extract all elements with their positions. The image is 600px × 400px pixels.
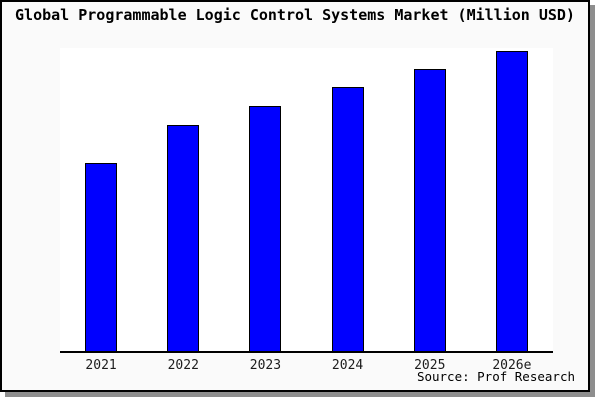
chart-title: Global Programmable Logic Control System… — [15, 6, 575, 24]
x-tick-label-2026e: 2026e — [492, 358, 532, 373]
x-tick-label-2025: 2025 — [414, 358, 446, 373]
x-tick-label-2023: 2023 — [249, 358, 282, 373]
x-tick-label-2022: 2022 — [167, 358, 199, 373]
bar-2025 — [413, 69, 446, 351]
bar-2023 — [249, 106, 282, 351]
x-tick-label-2021: 2021 — [85, 358, 117, 373]
bar-2021 — [85, 163, 118, 351]
source-credit: Source: Prof Research — [416, 369, 575, 384]
bar-2026e — [495, 51, 528, 351]
bar-2022 — [167, 125, 200, 351]
figure-panel: Global Programmable Logic Control System… — [0, 0, 590, 392]
bar-2024 — [331, 87, 364, 351]
plot-area — [60, 48, 553, 353]
x-tick-label-2024: 2024 — [331, 358, 364, 373]
